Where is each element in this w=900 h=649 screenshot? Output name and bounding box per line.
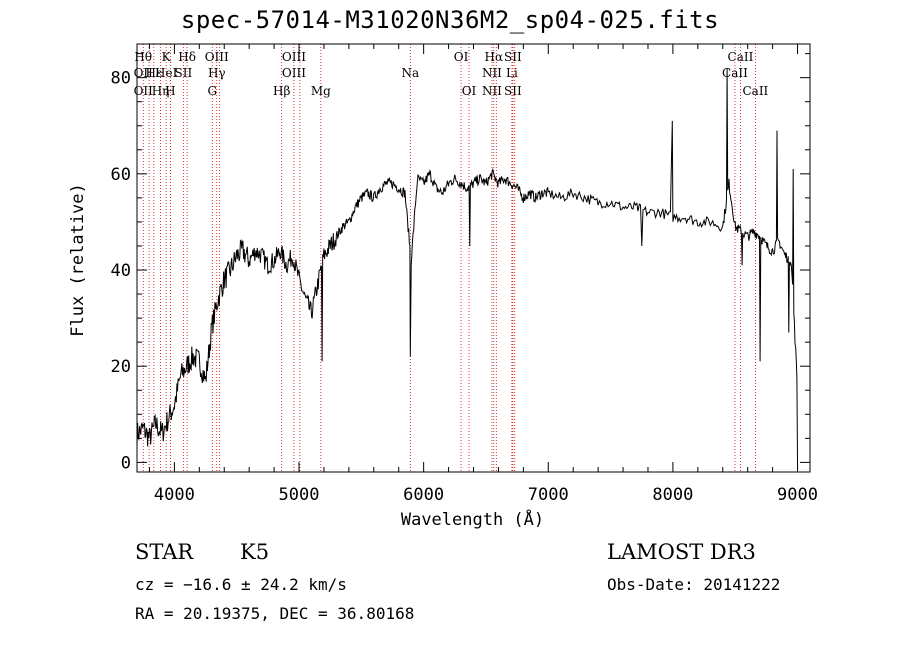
chart-title: spec-57014-M31020N36M2_sp04-025.fits [180,6,720,34]
line-label: NII [482,84,502,98]
line-label: OI [454,50,469,64]
survey-name: LAMOST DR3 [607,540,756,564]
line-label: SII [175,66,193,80]
line-label: HeI [155,66,178,80]
x-axis-label: Wavelength (Å) [400,510,545,530]
line-label: Hγ [208,66,226,80]
object-class: STAR [135,540,194,564]
line-label: Mg [311,84,331,98]
line-label: G [207,84,217,98]
line-label: OIII [282,66,306,80]
line-label: NII [482,66,502,80]
line-label: Hα [485,50,504,64]
line-label: OIII [282,50,306,64]
spectrum-series [136,67,798,463]
line-label: OI [462,84,477,98]
line-label: CaII [728,50,754,64]
plot-frame [136,43,811,473]
line-label: SII [504,50,522,64]
x-tick-label: 7000 [528,485,569,505]
plot-axes [136,43,811,473]
x-tick-label: 6000 [403,485,444,505]
redshift-text: cz = −16.6 ± 24.2 km/s [135,575,347,594]
y-tick-label: 0 [121,453,131,473]
line-labels: HθOIIOIIHεHηKHeIHSIIHδGOIIIHγHβOIIIOIIIM… [134,50,769,98]
line-label: OIII [205,50,229,64]
line-label: Hε [145,66,162,80]
line-label: Hη [152,84,170,98]
line-label: CaII [722,66,748,80]
line-label: H [165,84,175,98]
line-label: SII [504,84,522,98]
line-label: CaII [742,84,768,98]
object-subclass: K5 [240,540,270,564]
line-label: Li [506,66,518,80]
line-label: OII [134,66,154,80]
x-tick-label: 4000 [154,485,195,505]
x-tick-label: 5000 [279,485,320,505]
line-label: Na [401,66,419,80]
x-tick-label: 9000 [777,485,818,505]
obs-date-text: Obs-Date: 20141222 [607,575,781,594]
line-label: K [162,50,172,64]
tick-labels: 4000 5000 6000 7000 8000 9000 0 20 40 60 80 [111,69,818,505]
line-label: OII [134,84,154,98]
y-tick-label: 80 [111,69,131,89]
y-axis-label: Flux (relative) [68,183,88,337]
y-tick-label: 60 [111,165,131,185]
line-label: Hδ [178,50,196,64]
y-tick-label: 20 [111,357,131,377]
y-tick-label: 40 [111,261,131,281]
coordinates-text: RA = 20.19375, DEC = 36.80168 [135,604,415,623]
line-label: Hβ [273,84,290,98]
x-tick-label: 8000 [652,485,693,505]
